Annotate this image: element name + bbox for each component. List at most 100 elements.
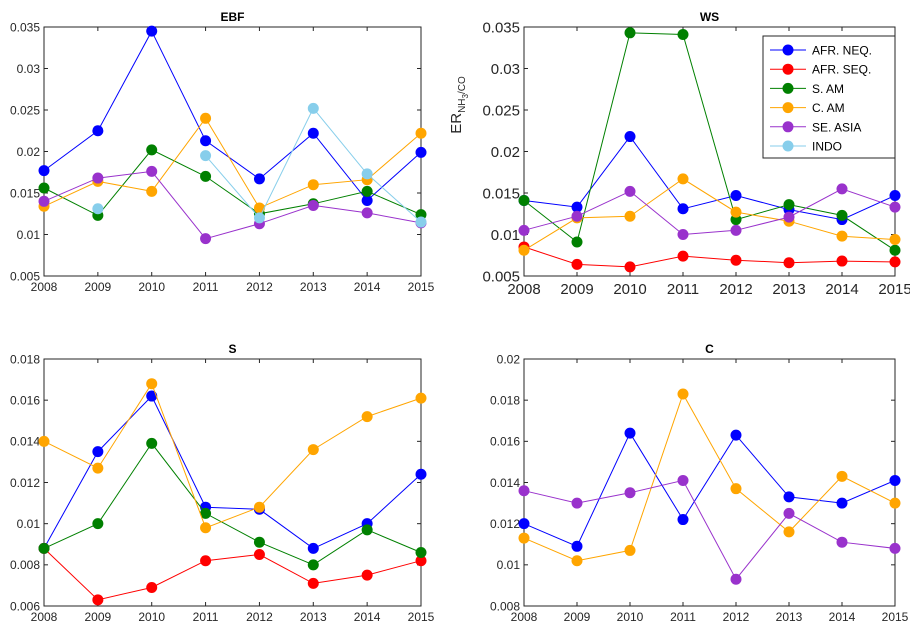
data-point-se-asia [783, 211, 795, 223]
x-tick-label: 2012 [246, 280, 273, 294]
series-s-am [518, 27, 901, 256]
svg-text:ERNH3/CO: ERNH3/CO [448, 76, 470, 134]
data-point-c-am [253, 501, 265, 513]
data-point-c-am [677, 173, 689, 185]
y-tick-label: 0.01 [491, 227, 520, 244]
x-tick-label: 2015 [408, 610, 435, 624]
legend-swatch-marker [782, 44, 794, 56]
data-point-afr-seq [571, 258, 583, 270]
y-tick-label: 0.03 [17, 62, 41, 76]
data-point-c-am [200, 522, 212, 534]
y-tick-label: 0.006 [10, 599, 40, 613]
y-tick-label: 0.005 [10, 269, 40, 283]
data-point-afr-seq [624, 261, 636, 273]
series-se-asia [518, 474, 901, 585]
data-point-s-am [307, 559, 319, 571]
series-afr-neq [518, 427, 901, 552]
data-point-afr-seq [361, 569, 373, 581]
legend: AFR. NEQ. AFR. SEQ. S. AM C. AM SE. ASIA INDO [762, 35, 896, 159]
data-point-indo [253, 212, 265, 224]
axes-box [523, 358, 896, 607]
y-tick-label: 0.008 [490, 599, 520, 613]
data-point-c-am [415, 392, 427, 404]
data-point-afr-neq [624, 427, 636, 439]
series-line-c-am [523, 178, 896, 251]
legend-label: INDO [812, 140, 842, 154]
data-point-se-asia [889, 542, 901, 554]
x-tick-label: 2011 [670, 610, 696, 624]
data-point-se-asia [518, 224, 530, 236]
y-tick-label: 0.025 [10, 103, 40, 117]
y-tick-label: 0.018 [10, 352, 40, 366]
data-point-c-am [677, 388, 689, 400]
x-tick-label: 2014 [829, 610, 856, 624]
data-point-indo [200, 150, 212, 162]
series-afr-neq [38, 25, 427, 206]
data-point-afr-seq [836, 255, 848, 267]
x-tick-label: 2014 [825, 281, 858, 298]
data-point-s-am [624, 27, 636, 39]
y-axis-label-sub-c: /CO [457, 76, 468, 94]
x-tick-label: 2009 [85, 610, 112, 624]
y-tick-label: 0.018 [490, 393, 520, 407]
panel-ws: WS 2008 2009 2010 2011 2012 2013 2014 2015 0.005 0… [482, 10, 910, 298]
series-se-asia [518, 183, 901, 240]
data-point-afr-neq [307, 542, 319, 554]
data-point-afr-seq [307, 577, 319, 589]
data-point-s-am [571, 236, 583, 248]
data-point-se-asia [730, 573, 742, 585]
panel-title: WS [700, 10, 719, 24]
x-tick-label: 2010 [617, 610, 644, 624]
data-point-s-am [889, 244, 901, 256]
data-point-s-am [518, 194, 530, 206]
data-point-afr-neq [730, 429, 742, 441]
series-c-am [38, 378, 427, 534]
axes-box [43, 358, 422, 607]
x-tick-label: 2010 [138, 610, 165, 624]
data-point-se-asia [677, 474, 689, 486]
legend-label: SE. ASIA [812, 120, 861, 134]
series-afr-neq [38, 390, 427, 554]
legend-entry-c-am: C. AM [770, 101, 845, 115]
x-tick-label: 2013 [300, 280, 327, 294]
data-point-afr-neq [92, 125, 104, 137]
data-point-afr-seq [677, 250, 689, 262]
x-tick-label: 2012 [246, 610, 273, 624]
data-point-s-am [361, 524, 373, 536]
x-tick-label: 2015 [878, 281, 910, 298]
series-line-afr-seq [43, 548, 422, 601]
data-point-s-am [38, 542, 50, 554]
x-tick-label: 2013 [776, 610, 803, 624]
x-tick-label: 2009 [85, 280, 112, 294]
series-afr-seq [518, 241, 901, 273]
data-point-se-asia [730, 224, 742, 236]
legend-entry-s-am: S. AM [770, 82, 844, 96]
data-point-s-am [146, 144, 158, 156]
data-point-afr-neq [571, 201, 583, 213]
legend-label: C. AM [812, 101, 845, 115]
data-point-se-asia [889, 201, 901, 213]
series-c-am [518, 173, 901, 256]
y-tick-label: 0.016 [490, 435, 520, 449]
data-point-se-asia [624, 487, 636, 499]
series-line-afr-neq [43, 30, 422, 202]
data-point-afr-neq [889, 189, 901, 201]
legend-entry-indo: INDO [770, 140, 842, 154]
data-point-se-asia [200, 233, 212, 245]
data-point-s-am [200, 507, 212, 519]
data-point-se-asia [307, 199, 319, 211]
data-point-c-am [200, 112, 212, 124]
data-point-afr-neq [571, 540, 583, 552]
data-point-afr-neq [361, 194, 373, 206]
data-point-afr-seq [253, 549, 265, 561]
data-point-se-asia [571, 210, 583, 222]
data-point-c-am [836, 470, 848, 482]
data-point-afr-seq [730, 254, 742, 266]
data-point-indo [92, 203, 104, 215]
legend-swatch-marker [782, 121, 794, 133]
y-tick-label: 0.02 [491, 144, 520, 161]
data-point-se-asia [38, 195, 50, 207]
y-tick-label: 0.015 [482, 185, 520, 202]
data-point-c-am [571, 555, 583, 567]
data-point-se-asia [836, 536, 848, 548]
